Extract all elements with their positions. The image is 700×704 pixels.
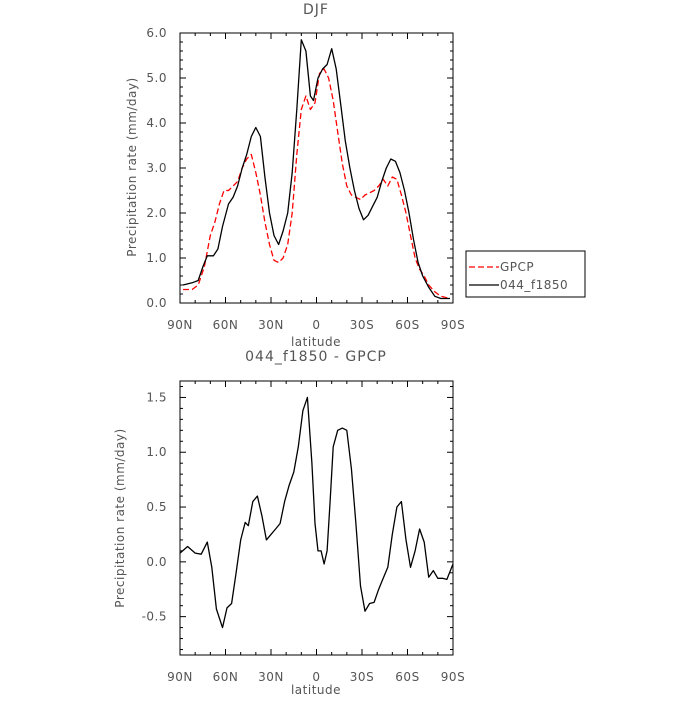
bottom-chart-xlabel: latitude: [291, 683, 341, 697]
top-chart-xtick-label: 90S: [441, 318, 465, 332]
bottom-chart-xtick-label: 30S: [350, 670, 374, 684]
top-chart-xtick-label: 90N: [167, 318, 193, 332]
bottom-chart-xtick-label: 60S: [395, 670, 419, 684]
top-chart-title: DJF: [303, 2, 329, 18]
bottom-chart-xtick-label: 30N: [258, 670, 284, 684]
bottom-chart-lines: [179, 396, 454, 629]
top-chart-xtick-label: 60S: [395, 318, 419, 332]
legend-label-044-f1850: 044_f1850: [500, 278, 568, 292]
bottom-chart-frame: [179, 380, 454, 656]
top-chart-frame: [179, 32, 454, 304]
bottom-chart-series-difference-line: [179, 396, 454, 629]
legend: GPCP 044_f1850: [465, 250, 586, 298]
bottom-chart-xtick-label: 90S: [441, 670, 465, 684]
bottom-chart-ytick-label: 1.5: [146, 390, 167, 404]
top-chart-ylabel: Precipitation rate (mm/day): [125, 77, 139, 256]
top-chart-xlabel: latitude: [291, 335, 341, 349]
top-chart-xtick-label: 60N: [213, 318, 239, 332]
bottom-chart-title: 044_f1850 - GPCP: [245, 349, 387, 365]
top-chart-ytick-label: 5.0: [146, 71, 167, 85]
bottom-chart-ylabel: Precipitation rate (mm/day): [113, 428, 127, 607]
bottom-chart-panel: 044_f1850 - GPCP Precipitation rate (mm/…: [113, 349, 465, 697]
bottom-chart-xtick-label: 0: [312, 670, 320, 684]
top-chart-ytick-label: 6.0: [146, 26, 167, 40]
bottom-chart-ytick-label: -0.5: [142, 610, 167, 624]
top-chart-xtick-label: 0: [312, 318, 320, 332]
top-chart-series-044-f1850-line: [182, 39, 450, 300]
bottom-chart-xtick-label: 90N: [167, 670, 193, 684]
top-chart-xtick-label: 30S: [350, 318, 374, 332]
bottom-chart-ytick-label: 0.5: [146, 500, 167, 514]
bottom-chart-ytick-label: 0.0: [146, 555, 167, 569]
bottom-chart-xtick-label: 60N: [213, 670, 239, 684]
top-chart-xtick-label: 30N: [258, 318, 284, 332]
top-chart-ytick-label: 1.0: [146, 251, 167, 265]
top-chart-ytick-label: 4.0: [146, 116, 167, 130]
top-chart-ytick-label: 3.0: [146, 161, 167, 175]
top-chart-ytick-label: 0.0: [146, 296, 167, 310]
legend-label-gpcp: GPCP: [500, 260, 534, 274]
top-chart-ytick-label: 2.0: [146, 206, 167, 220]
top-chart-lines: [182, 39, 451, 300]
bottom-chart-ticks: 90N 60N 30N 0 30S 60S 90S -0.5 0.0 0.5 1.0 1.5: [142, 381, 465, 684]
top-chart-panel: DJF Precipitation rate (mm/day) latitude…: [125, 2, 465, 349]
legend-box: [465, 250, 586, 298]
top-chart-ticks: 90N 60N 30N 0 30S 60S 90S 0.0 1.0 2.0 3.0 4.0 5.0 6.0: [146, 26, 465, 332]
top-chart-series-gpcp-line: [183, 68, 451, 300]
bottom-chart-ytick-label: 1.0: [146, 445, 167, 459]
